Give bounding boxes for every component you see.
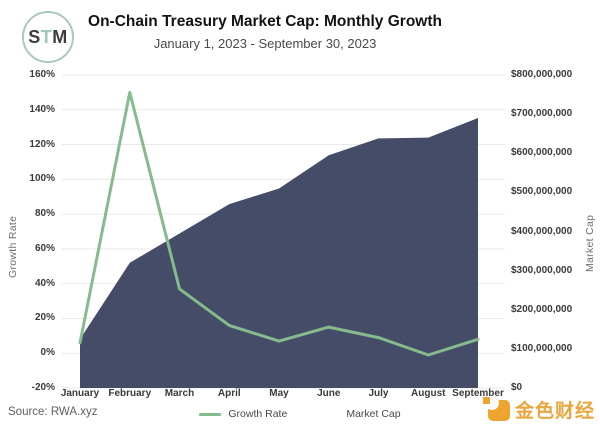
chart-legend: Growth Rate Market Cap: [0, 408, 600, 420]
right-axis-tick-label: $200,000,000: [511, 303, 573, 315]
stm-logo-letter-t: T: [40, 26, 53, 47]
header: On-Chain Treasury Market Cap: Monthly Gr…: [55, 13, 475, 51]
right-axis-tick-label: $300,000,000: [511, 264, 573, 276]
x-axis-tick-label: March: [164, 388, 195, 399]
watermark-text: 金色财经: [514, 399, 595, 422]
right-axis-title: Market Cap: [584, 214, 596, 272]
left-axis-tick-label: 140%: [29, 103, 55, 115]
chart-subtitle: January 1, 2023 - September 30, 2023: [153, 36, 377, 51]
x-axis-tick-label: May: [269, 388, 289, 399]
stm-logo-letter-s: S: [28, 26, 41, 47]
growth-rate-line-swatch: [199, 412, 222, 416]
left-axis-tick-label: 20%: [34, 312, 55, 324]
right-axis-tick-label: $800,000,000: [511, 69, 573, 80]
right-axis-tick-label: $600,000,000: [511, 147, 573, 159]
x-axis-tick-label: July: [368, 388, 389, 399]
stm-logo-letter-m: M: [52, 26, 68, 47]
market-cap-area-series: [80, 118, 478, 388]
jinse-finance-logo-icon: [482, 396, 510, 421]
left-axis-tick-label: 100%: [29, 173, 55, 185]
x-axis-tick-label: April: [217, 388, 241, 399]
growth-rate-line-series: [78, 90, 480, 357]
legend-label-market-cap: Market Cap: [346, 408, 401, 420]
x-axis-tick-label: June: [317, 388, 341, 399]
right-axis-tick-label: $100,000,000: [511, 342, 573, 354]
left-axis-tick-label: 80%: [34, 208, 55, 220]
left-axis-tick-label: 60%: [34, 242, 55, 254]
right-axis-tick-label: $700,000,000: [511, 108, 573, 120]
x-axis-tick-label: January: [60, 388, 100, 399]
left-axis-tick-label: 160%: [29, 69, 55, 80]
left-axis-tick-label: 120%: [29, 138, 55, 150]
right-axis-tick-label: $0: [511, 382, 523, 393]
left-axis-tick-label: -20%: [31, 382, 55, 393]
legend-item-market-cap[interactable]: Market Cap: [317, 408, 400, 420]
legend-item-growth-rate[interactable]: Growth Rate: [199, 408, 287, 420]
legend-label-growth-rate: Growth Rate: [228, 408, 288, 420]
jinse-finance-watermark: 金色财经: [482, 395, 595, 423]
right-axis-tick-label: $500,000,000: [511, 186, 573, 198]
market-cap-swatch: [317, 413, 339, 416]
left-axis-tick-label: 0%: [40, 347, 55, 359]
left-axis-title: Growth Rate: [7, 215, 19, 278]
x-axis-tick-label: September: [452, 388, 504, 399]
source-attribution: Source: RWA.xyz: [8, 406, 98, 418]
left-axis-tick-label: 40%: [34, 277, 55, 289]
right-axis-tick-label: $400,000,000: [511, 225, 573, 237]
chart-title: On-Chain Treasury Market Cap: Monthly Gr…: [88, 13, 442, 30]
x-axis-tick-label: February: [108, 388, 152, 399]
x-axis-tick-label: August: [411, 388, 446, 399]
